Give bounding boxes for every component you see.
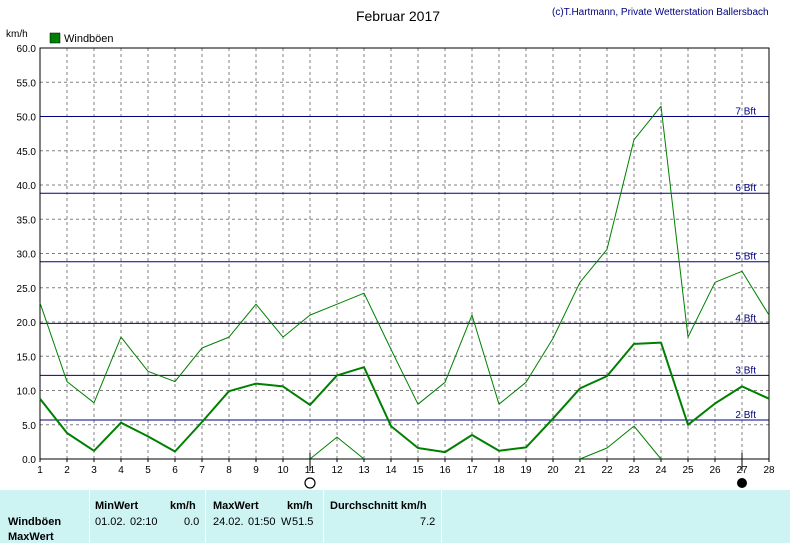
x-tick-label: 17 [466,465,478,476]
min-time: 02:10 [130,516,158,528]
x-tick-label: 25 [682,465,694,476]
legend-swatch [49,32,61,44]
x-tick-labels: 1 2 3 4 5 6 7 8 9 10 11 12 13 14 15 16 17 18 19 20 21 22 23 24 2… [37,459,775,476]
y-tick-label: 15.0 [17,352,37,363]
series-line-average [39,341,770,454]
beaufort-lines: 2 Bft 3 Bft 4 Bft 5 Bft 6 Bft 7 Bft [40,107,769,421]
x-tick-label: 9 [253,465,259,476]
min-header: MinWert [95,500,139,512]
max-time: 01:50 [248,516,276,528]
max-unit: km/h [287,500,313,512]
row-label-maxwert: MaxWert [8,531,54,543]
legend-label: Windböen [64,33,114,45]
footer-col-max: MaxWert km/h 24.02. 01:50 W 51.5 [206,490,324,543]
x-tick-label: 10 [277,465,289,476]
y-tick-label: 60.0 [17,44,37,55]
plot-frame [39,47,770,460]
max-date: 24.02. [213,516,244,528]
beaufort-label: 5 Bft [735,252,756,263]
max-header: MaxWert [213,500,259,512]
y-axis-unit: km/h [6,29,28,40]
footer-col-avg: Durchschnitt km/h 7.2 [324,490,442,543]
y-tick-label: 50.0 [17,113,37,124]
y-tick-label: 10.0 [17,387,37,398]
min-value: 0.0 [184,516,200,528]
avg-value: 7.2 [420,516,436,528]
beaufort-label: 3 Bft [735,365,756,376]
row-label-windboeen: Windböen [8,516,62,528]
beaufort-label: 6 Bft [735,183,756,194]
y-tick-label: 5.0 [22,421,36,432]
x-tick-label: 28 [763,465,775,476]
wind-gust-chart: Februar 2017 (c)T.Hartmann, Private Wett… [6,7,775,489]
x-tick-label: 4 [118,465,124,476]
min-date: 01.02. [95,516,126,528]
x-tick-label: 24 [655,465,667,476]
x-tick-label: 6 [172,465,178,476]
chart-title: Februar 2017 [356,8,440,24]
x-tick-label: 26 [709,465,721,476]
series-line-max [39,105,770,405]
footer-col-labels: Windböen MaxWert [0,490,90,543]
max-direction: W [281,516,292,528]
x-tick-label: 13 [358,465,370,476]
series-line-min [579,425,662,460]
y-tick-label: 35.0 [17,215,37,226]
max-value: 51.5 [292,516,314,528]
x-tick-label: 8 [226,465,232,476]
x-tick-label: 19 [520,465,532,476]
x-tick-label: 2 [64,465,70,476]
credit-text: (c)T.Hartmann, Private Wetterstation Bal… [552,7,769,18]
series-lines [39,105,770,460]
x-tick-label: 14 [385,465,397,476]
grid [39,47,770,460]
y-tick-label: 30.0 [17,250,37,261]
new-moon-icon [304,477,316,489]
series-line-min [309,436,365,460]
y-tick-label: 45.0 [17,147,37,158]
beaufort-label: 4 Bft [735,313,756,324]
full-moon-icon [737,478,747,488]
x-tick-label: 1 [37,465,43,476]
y-tick-label: 55.0 [17,78,37,89]
beaufort-label: 2 Bft [735,410,756,421]
y-tick-label: 0.0 [22,455,36,466]
x-tick-label: 22 [601,465,613,476]
avg-header: Durchschnitt km/h [330,500,427,512]
statistics-panel: Windböen MaxWert MinWert km/h 01.02. 02:… [0,490,790,543]
x-tick-label: 20 [547,465,559,476]
x-tick-label: 23 [628,465,640,476]
x-tick-label: 12 [331,465,343,476]
beaufort-label: 7 Bft [735,107,756,118]
footer-col-min: MinWert km/h 01.02. 02:10 0.0 [90,490,206,543]
y-tick-label: 25.0 [17,284,37,295]
x-tick-label: 18 [493,465,505,476]
moon-markers [304,453,747,489]
x-tick-label: 7 [199,465,205,476]
x-tick-label: 15 [412,465,424,476]
x-tick-label: 21 [574,465,586,476]
y-tick-labels: 0.0 5.0 10.0 15.0 20.0 25.0 30.0 35.0 40.0 45.0 50… [17,44,37,466]
y-tick-label: 20.0 [17,318,37,329]
min-unit: km/h [170,500,196,512]
x-tick-label: 5 [145,465,151,476]
x-tick-label: 16 [439,465,451,476]
y-tick-label: 40.0 [17,181,37,192]
x-tick-label: 3 [91,465,97,476]
